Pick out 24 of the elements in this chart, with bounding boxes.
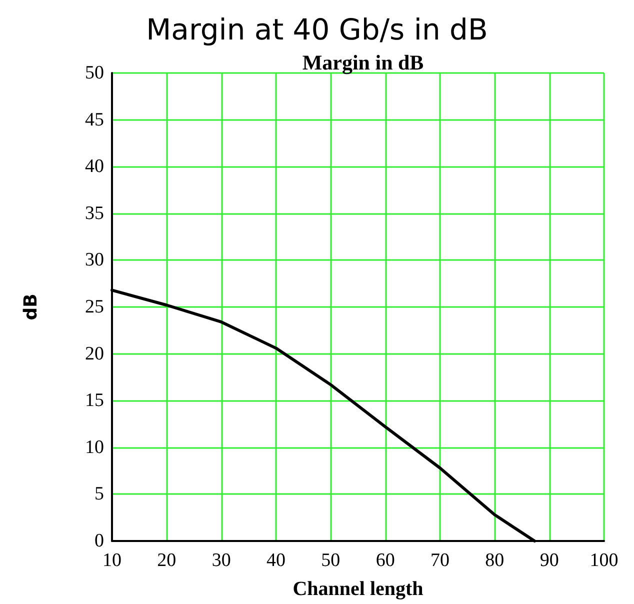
- y-axis-title: dB: [20, 294, 42, 320]
- x-tick-label: 60: [376, 550, 395, 571]
- x-tick-label: 30: [212, 550, 231, 571]
- y-tick-label: 45: [85, 109, 104, 130]
- x-tick-label: 100: [590, 550, 618, 571]
- y-tick-label: 25: [85, 296, 104, 318]
- x-tick-label: 90: [540, 550, 559, 571]
- y-tick-label: 15: [85, 390, 104, 412]
- y-tick-label: 35: [85, 202, 104, 224]
- y-tick-label: 10: [85, 436, 104, 458]
- y-tick-label: 30: [85, 250, 104, 271]
- x-tick-label: 20: [157, 550, 176, 571]
- y-tick-label: 20: [85, 343, 104, 364]
- x-tick-label: 40: [266, 550, 286, 571]
- x-tick-label: 70: [430, 550, 450, 571]
- y-tick-label: 40: [85, 156, 104, 178]
- y-tick-label: 0: [94, 530, 104, 552]
- x-tick-label: 50: [321, 550, 340, 571]
- chart-subtitle: Margin in dB: [302, 50, 424, 74]
- y-tick-label: 5: [94, 484, 104, 505]
- x-tick-label: 80: [485, 550, 504, 571]
- chart-title: Margin at 40 Gb/s in dB: [146, 12, 488, 46]
- y-tick-label: 50: [85, 62, 104, 84]
- x-axis-title: Channel length: [292, 578, 424, 600]
